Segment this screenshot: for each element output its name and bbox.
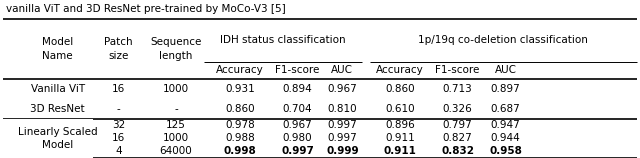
Text: 0.797: 0.797 <box>443 120 472 130</box>
Text: F1-score: F1-score <box>275 65 320 75</box>
Text: 0.997: 0.997 <box>328 133 357 143</box>
Text: Accuracy: Accuracy <box>216 65 264 75</box>
Text: 0.967: 0.967 <box>328 84 357 94</box>
Text: -: - <box>174 104 178 114</box>
Text: Patch
size: Patch size <box>104 37 132 61</box>
Text: 0.997: 0.997 <box>328 120 357 130</box>
Text: -: - <box>116 104 120 114</box>
Text: Accuracy: Accuracy <box>376 65 424 75</box>
Text: 0.998: 0.998 <box>223 146 257 156</box>
Text: 0.896: 0.896 <box>385 120 415 130</box>
Text: 0.860: 0.860 <box>385 84 415 94</box>
Text: 0.687: 0.687 <box>491 104 520 114</box>
Text: 1000: 1000 <box>163 84 189 94</box>
Text: 0.610: 0.610 <box>385 104 415 114</box>
Text: 1p/19q co-deletion classification: 1p/19q co-deletion classification <box>419 35 588 45</box>
Text: vanilla ViT and 3D ResNet pre-trained by MoCo-V3 [5]: vanilla ViT and 3D ResNet pre-trained by… <box>6 4 286 15</box>
Text: 0.988: 0.988 <box>225 133 255 143</box>
Text: 0.958: 0.958 <box>489 146 522 156</box>
Text: 3D ResNet: 3D ResNet <box>30 104 85 114</box>
Text: 0.894: 0.894 <box>283 84 312 94</box>
Text: 1000: 1000 <box>163 133 189 143</box>
Text: 32: 32 <box>112 120 125 130</box>
Text: 4: 4 <box>115 146 122 156</box>
Text: 125: 125 <box>166 120 186 130</box>
Text: 0.980: 0.980 <box>283 133 312 143</box>
Text: 0.704: 0.704 <box>283 104 312 114</box>
Text: 0.810: 0.810 <box>328 104 357 114</box>
Text: Model
Name: Model Name <box>42 37 73 61</box>
Text: 0.911: 0.911 <box>385 133 415 143</box>
Text: 0.967: 0.967 <box>283 120 312 130</box>
Text: 0.911: 0.911 <box>383 146 417 156</box>
Text: 0.997: 0.997 <box>281 146 314 156</box>
Text: 64000: 64000 <box>159 146 193 156</box>
Text: 16: 16 <box>112 84 125 94</box>
Text: 0.860: 0.860 <box>225 104 255 114</box>
Text: 16: 16 <box>112 133 125 143</box>
Text: 0.947: 0.947 <box>491 120 520 130</box>
Text: 0.999: 0.999 <box>326 146 358 156</box>
Text: AUC: AUC <box>495 65 516 75</box>
Text: AUC: AUC <box>332 65 353 75</box>
Text: 0.832: 0.832 <box>441 146 474 156</box>
Text: 0.897: 0.897 <box>491 84 520 94</box>
Text: IDH status classification: IDH status classification <box>220 35 346 45</box>
Text: 0.978: 0.978 <box>225 120 255 130</box>
Text: Sequence
length: Sequence length <box>150 37 202 61</box>
Text: Vanilla ViT: Vanilla ViT <box>31 84 84 94</box>
Text: 0.827: 0.827 <box>443 133 472 143</box>
Text: 0.931: 0.931 <box>225 84 255 94</box>
Text: 0.326: 0.326 <box>443 104 472 114</box>
Bar <box>0 118 93 158</box>
Text: Linearly Scaled
Model: Linearly Scaled Model <box>18 127 97 150</box>
Text: F1-score: F1-score <box>435 65 480 75</box>
Text: 0.713: 0.713 <box>443 84 472 94</box>
Text: 0.944: 0.944 <box>491 133 520 143</box>
